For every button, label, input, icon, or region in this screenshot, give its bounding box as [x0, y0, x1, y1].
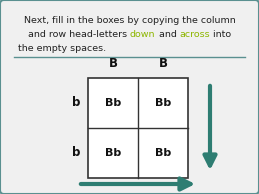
Text: B: B	[109, 57, 118, 70]
Text: into: into	[210, 30, 231, 39]
Text: Bb: Bb	[155, 148, 171, 158]
Text: Bb: Bb	[105, 98, 121, 108]
Text: b: b	[72, 146, 80, 159]
Text: across: across	[179, 30, 210, 39]
Text: B: B	[159, 57, 168, 70]
Text: and row head-letters down and across into: and row head-letters down and across int…	[28, 30, 231, 39]
Bar	[88, 78, 188, 178]
Bar	[88, 78, 188, 178]
Text: and: and	[155, 30, 179, 39]
Text: down: down	[130, 30, 155, 39]
Text: Bb: Bb	[155, 98, 171, 108]
Text: the empty spaces.: the empty spaces.	[18, 44, 106, 53]
Text: Next, fill in the boxes by copying the column: Next, fill in the boxes by copying the c…	[24, 16, 235, 25]
Text: Bb: Bb	[105, 148, 121, 158]
Text: and row head-letters: and row head-letters	[28, 30, 130, 39]
Text: b: b	[72, 96, 80, 109]
